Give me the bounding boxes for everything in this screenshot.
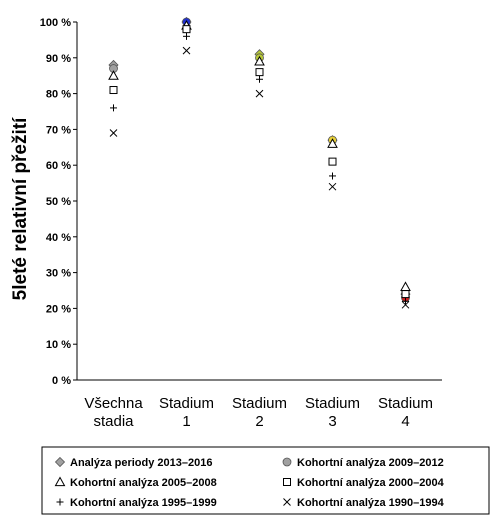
category-label: 1 bbox=[182, 413, 190, 430]
data-point-plus bbox=[183, 32, 190, 40]
legend-marker-diamond bbox=[54, 456, 66, 468]
legend-marker-plus bbox=[56, 498, 64, 506]
legend-marker-triangle bbox=[54, 476, 66, 487]
data-point-x bbox=[182, 46, 191, 55]
data-point-x bbox=[255, 89, 264, 98]
y-tick-label: 10 % bbox=[46, 339, 71, 351]
category-label: stadia bbox=[93, 413, 134, 430]
category-label: 2 bbox=[255, 413, 263, 430]
data-point-square bbox=[401, 290, 410, 299]
data-point-square bbox=[328, 157, 337, 166]
data-point-plus bbox=[110, 104, 117, 112]
y-tick-label: 60 % bbox=[46, 160, 71, 172]
y-tick-label: 70 % bbox=[46, 124, 71, 136]
data-point-triangle bbox=[254, 55, 265, 66]
data-point-square bbox=[182, 25, 191, 34]
legend-marker-x bbox=[283, 498, 291, 506]
category-label: Všechna bbox=[84, 395, 143, 412]
legend-box bbox=[41, 446, 490, 515]
data-point-plus bbox=[402, 297, 409, 305]
legend-marker-circle bbox=[282, 457, 292, 467]
legend-label: Kohortní analýza 2000–2004 bbox=[297, 477, 445, 489]
data-point-plus bbox=[256, 75, 263, 83]
category-label: Stadium bbox=[232, 395, 287, 412]
data-point-x bbox=[401, 300, 410, 309]
legend-label: Kohortní analýza 1995–1999 bbox=[70, 497, 217, 509]
y-tick-label: 50 % bbox=[46, 196, 71, 208]
category-label: Stadium bbox=[378, 395, 433, 412]
category-label: 4 bbox=[401, 413, 409, 430]
category-label: 3 bbox=[328, 413, 336, 430]
data-point-triangle bbox=[400, 281, 411, 292]
data-point-square bbox=[109, 86, 118, 95]
y-tick-label: 90 % bbox=[46, 53, 71, 65]
data-point-plus bbox=[329, 172, 336, 180]
data-point-square bbox=[255, 68, 264, 77]
y-tick-label: 0 % bbox=[52, 375, 71, 387]
legend-label: Analýza periody 2013–2016 bbox=[70, 457, 212, 469]
data-point-x bbox=[328, 182, 337, 191]
y-axis-label: 5leté relativní přežití bbox=[10, 117, 31, 300]
y-tick-label: 30 % bbox=[46, 268, 71, 280]
category-labels: VšechnastadiaStadium1Stadium2Stadium3Sta… bbox=[84, 395, 433, 430]
legend-label: Kohortní analýza 2009–2012 bbox=[297, 457, 444, 469]
category-label: Stadium bbox=[305, 395, 360, 412]
data-points bbox=[108, 16, 411, 309]
data-point-triangle bbox=[327, 138, 338, 148]
y-tick-label: 80 % bbox=[46, 89, 71, 101]
legend-marker-square bbox=[283, 478, 291, 486]
data-point-triangle bbox=[108, 70, 119, 80]
axes bbox=[73, 21, 442, 381]
legend: Analýza periody 2013–2016 Kohortní analýz… bbox=[41, 446, 490, 515]
legend-label: Kohortní analýza 1990–1994 bbox=[297, 497, 445, 509]
legend-label: Kohortní analýza 2005–2008 bbox=[70, 477, 217, 489]
y-tick-label: 40 % bbox=[46, 232, 71, 244]
y-tick-labels: 0 % 10 % 20 % 30 % 40 % 50 % 60 % 70 % 80 % 90 % 1… bbox=[40, 17, 71, 387]
category-label: Stadium bbox=[159, 395, 214, 412]
y-tick-label: 20 % bbox=[46, 303, 71, 315]
data-point-x bbox=[109, 129, 118, 137]
y-tick-label: 100 % bbox=[40, 17, 71, 29]
